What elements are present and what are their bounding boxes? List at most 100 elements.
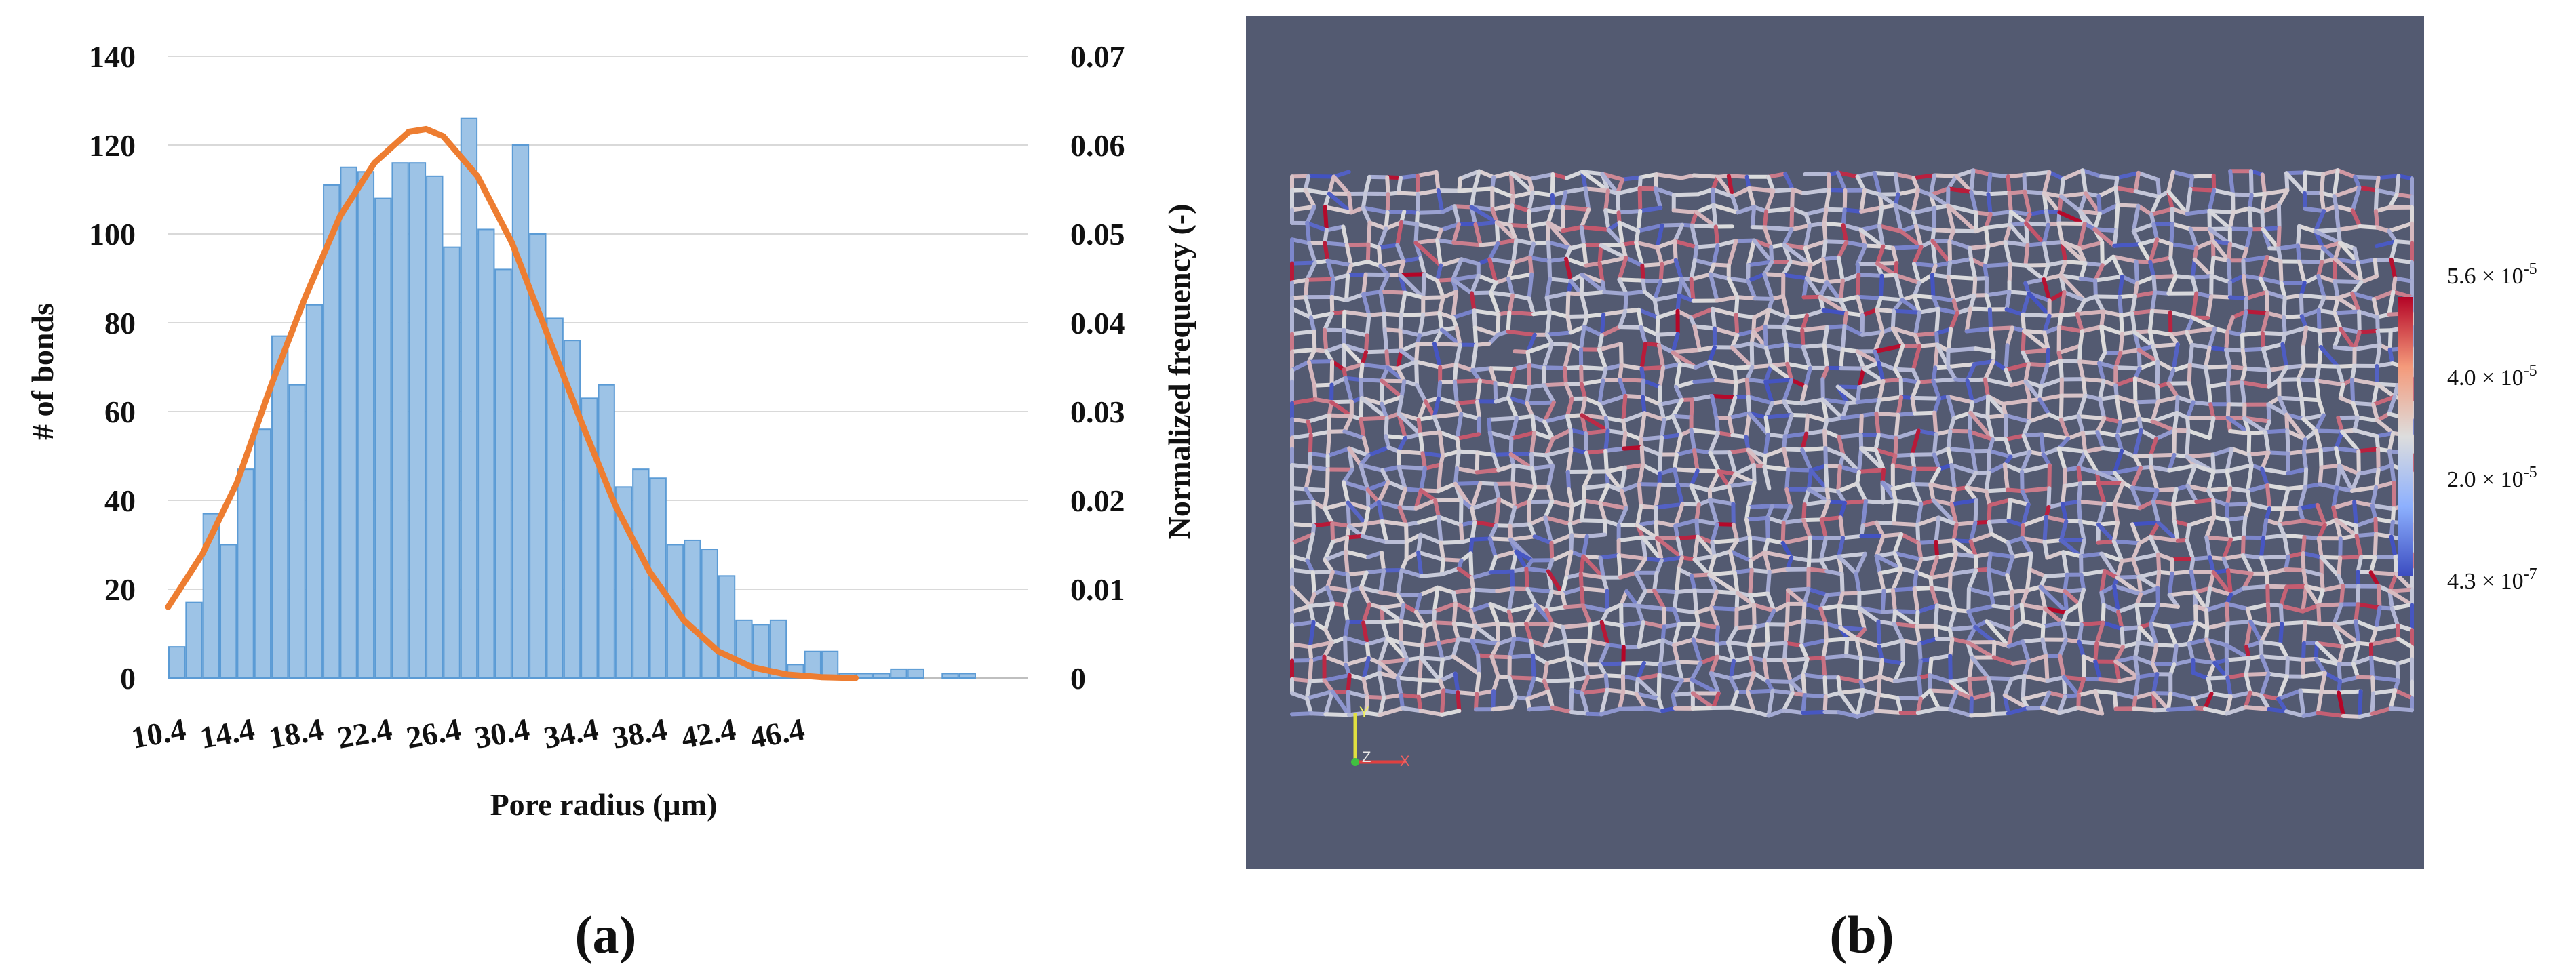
pore-throat bbox=[1561, 190, 1568, 210]
pore-throat bbox=[1748, 550, 1767, 563]
pore-throat bbox=[2151, 344, 2160, 364]
pore-throat bbox=[2338, 382, 2345, 400]
pore-throat bbox=[2286, 485, 2307, 491]
pore-throat bbox=[1527, 176, 1535, 195]
pore-throat bbox=[1946, 362, 1977, 370]
pore-throat bbox=[1708, 272, 1719, 303]
pore-throat bbox=[2278, 259, 2284, 285]
caption-b: (b) bbox=[1829, 905, 1894, 964]
pore-throat bbox=[2147, 308, 2154, 334]
pore-throat bbox=[1643, 342, 1661, 348]
pore-throat bbox=[1472, 308, 1501, 317]
pore-throat bbox=[1361, 272, 1368, 296]
pore-throat bbox=[2316, 398, 2326, 418]
pore-throat bbox=[1782, 413, 1794, 439]
pore-throat bbox=[1799, 643, 1810, 661]
pore-throat bbox=[1384, 220, 1404, 231]
pore-throat bbox=[2097, 203, 2120, 216]
pore-throat bbox=[1468, 608, 1478, 629]
pore-throat bbox=[2301, 416, 2318, 433]
pore-throat bbox=[1892, 551, 1904, 571]
pore-throat bbox=[1881, 498, 1898, 505]
pore-throat bbox=[1579, 292, 1589, 319]
pore-throat bbox=[1783, 172, 1795, 192]
pore-throat bbox=[1913, 310, 1922, 338]
pore-throat bbox=[2204, 586, 2212, 612]
pore-throat bbox=[1290, 329, 1316, 336]
pore-throat bbox=[1323, 689, 1335, 717]
pore-throat bbox=[1948, 428, 1972, 434]
pore-throat bbox=[1692, 173, 1720, 179]
pore-throat bbox=[1818, 280, 1829, 299]
pore-throat bbox=[1529, 452, 1548, 458]
pore-throat bbox=[1437, 396, 1459, 405]
pore-throat bbox=[1854, 551, 1867, 576]
pore-throat bbox=[1530, 466, 1538, 490]
pore-throat bbox=[1331, 273, 1350, 281]
pore-throat bbox=[1710, 538, 1740, 544]
pore-throat bbox=[1842, 188, 1848, 212]
pore-throat bbox=[2057, 637, 2068, 658]
pore-throat bbox=[2371, 688, 2398, 696]
pore-throat bbox=[1382, 311, 1387, 332]
pore-throat bbox=[1361, 205, 1390, 214]
pore-throat bbox=[2174, 395, 2180, 415]
pore-throat bbox=[2096, 521, 2120, 527]
pore-throat bbox=[1325, 585, 1352, 593]
pore-throat bbox=[2132, 706, 2157, 713]
pore-throat bbox=[1560, 591, 1567, 610]
y2-tick-label: 0.05 bbox=[1070, 217, 1125, 252]
pore-throat bbox=[1639, 445, 1645, 468]
pore-throat bbox=[2376, 463, 2394, 472]
pore-throat bbox=[1933, 603, 1939, 629]
pore-throat bbox=[1600, 172, 1625, 182]
pore-throat bbox=[1532, 534, 1554, 545]
pore-throat bbox=[1529, 452, 1534, 471]
pore-throat bbox=[2057, 694, 2067, 715]
pore-throat bbox=[2037, 397, 2052, 417]
x-axis-title: Pore radius (µm) bbox=[490, 787, 718, 822]
pore-throat bbox=[1325, 258, 1335, 281]
pore-throat bbox=[2098, 677, 2122, 683]
pore-throat bbox=[2093, 263, 2105, 283]
pore-throat bbox=[2208, 555, 2216, 574]
pore-throat bbox=[2296, 243, 2301, 264]
pore-throat bbox=[2265, 584, 2270, 607]
pore-throat bbox=[1726, 484, 1736, 506]
pore-throat bbox=[2212, 326, 2230, 334]
pore-throat bbox=[1452, 204, 1474, 210]
pore-throat bbox=[2131, 203, 2141, 234]
pore-throat bbox=[2166, 620, 2198, 629]
pore-throat bbox=[2227, 241, 2249, 252]
pore-throat bbox=[1346, 690, 1369, 699]
pore-throat bbox=[1710, 394, 1719, 421]
pore-throat bbox=[2301, 325, 2309, 350]
pore-throat bbox=[1946, 203, 1978, 215]
pore-throat bbox=[2191, 555, 2212, 561]
pore-throat bbox=[1487, 536, 1513, 542]
pore-throat bbox=[1507, 675, 1518, 700]
pore-throat bbox=[1527, 190, 1535, 213]
pore-throat bbox=[1325, 446, 1352, 458]
pore-throat bbox=[1396, 449, 1425, 456]
pore-throat bbox=[1689, 428, 1721, 435]
pore-throat bbox=[2317, 363, 2340, 369]
pore-throat bbox=[1331, 174, 1351, 196]
pore-throat bbox=[2151, 222, 2160, 242]
pore-throat bbox=[1453, 601, 1473, 613]
pore-throat bbox=[2246, 450, 2271, 457]
pore-throat bbox=[2229, 535, 2246, 542]
pore-throat bbox=[1673, 502, 1685, 528]
pore-throat bbox=[1844, 654, 1864, 660]
pore-throat bbox=[2224, 330, 2230, 352]
pore-throat bbox=[1696, 534, 1717, 559]
pore-throat bbox=[1672, 622, 1681, 647]
pore-throat bbox=[2259, 694, 2271, 711]
pore-throat bbox=[1325, 258, 1354, 268]
pore-throat bbox=[2276, 203, 2282, 230]
pore-throat bbox=[1819, 499, 1831, 522]
pore-throat bbox=[2280, 620, 2307, 626]
pore-throat bbox=[1382, 693, 1403, 700]
pore-throat bbox=[1506, 603, 1538, 614]
pore-throat bbox=[2396, 637, 2414, 650]
